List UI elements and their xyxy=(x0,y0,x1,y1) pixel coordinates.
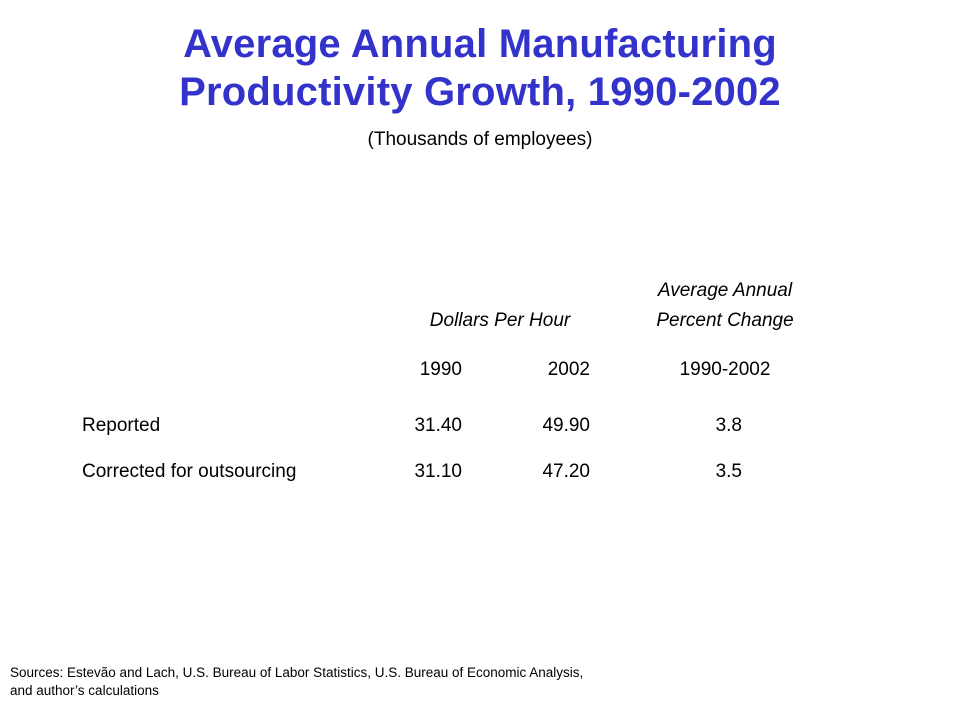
row-label: Reported xyxy=(82,415,161,436)
title-line-1: Average Annual Manufacturing xyxy=(183,22,777,66)
row-value-2002: 47.20 xyxy=(542,461,590,482)
row-percent-change: 3.5 xyxy=(715,461,742,482)
header-percent-change-line-2: Percent Change xyxy=(656,310,794,331)
sources-note: Sources: Estevão and Lach, U.S. Bureau o… xyxy=(10,664,770,700)
row-label: Corrected for outsourcing xyxy=(82,461,297,482)
page-title: Average Annual Manufacturing Productivit… xyxy=(0,20,960,116)
header-dollars-per-hour: Dollars Per Hour xyxy=(429,310,571,331)
row-value-2002: 49.90 xyxy=(542,415,590,436)
row-percent-change: 3.8 xyxy=(715,415,742,436)
year-header-2002: 2002 xyxy=(547,359,590,380)
year-header-range: 1990-2002 xyxy=(679,359,771,380)
sources-line-1: Sources: Estevão and Lach, U.S. Bureau o… xyxy=(10,665,584,680)
title-line-2: Productivity Growth, 1990-2002 xyxy=(179,70,781,114)
year-header-1990: 1990 xyxy=(419,359,462,380)
row-value-1990: 31.40 xyxy=(414,415,462,436)
sources-line-2: and author’s calculations xyxy=(10,683,159,698)
subtitle: (Thousands of employees) xyxy=(367,129,593,150)
row-value-1990: 31.10 xyxy=(414,461,462,482)
header-percent-change: Average Annual Percent Change xyxy=(620,276,830,336)
header-percent-change-line-1: Average Annual xyxy=(657,280,793,301)
